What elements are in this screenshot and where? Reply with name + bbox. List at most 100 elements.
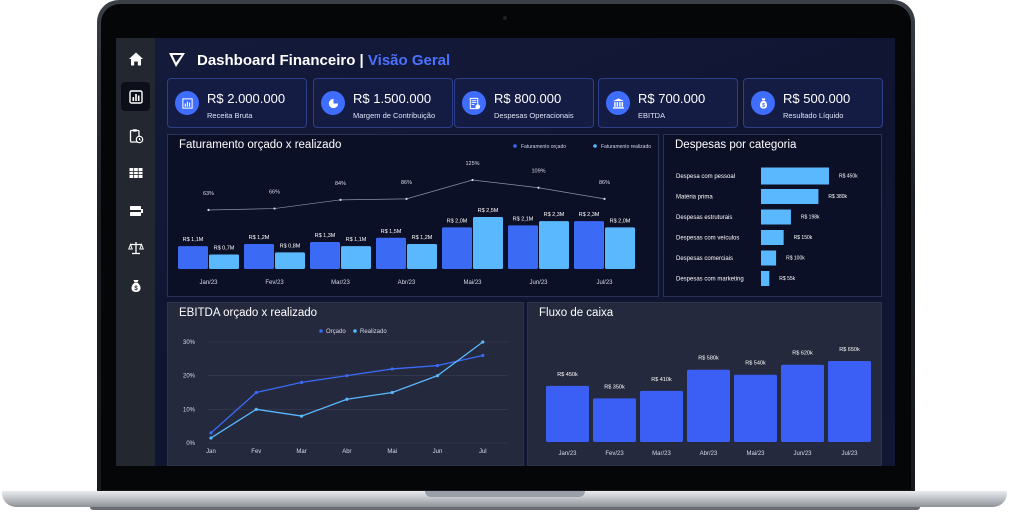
series-line xyxy=(210,341,484,439)
x-tick-label: Mai/23 xyxy=(746,451,765,457)
kpi-card-despesas[interactable]: R$ 800.000 Despesas Operacionais xyxy=(454,78,594,128)
panel-fluxo: Fluxo de caixa R$ 450k Jan/23 R$ 350k Fev/2… xyxy=(527,302,882,466)
nav-finance[interactable]: $ xyxy=(121,271,150,300)
bar-label: R$ 2,0M xyxy=(610,218,631,224)
category-label: Despesas com marketing xyxy=(676,277,744,283)
y-tick-label: 0% xyxy=(186,441,195,447)
x-tick-label: Abr xyxy=(342,449,351,455)
category-label: Despesas com veículos xyxy=(676,236,739,242)
nav-server[interactable] xyxy=(121,196,150,225)
bar-label: R$ 2,3M xyxy=(544,212,565,218)
kpi-label: Despesas Operacionais xyxy=(494,111,574,120)
x-tick-label: Abr/23 xyxy=(398,280,416,286)
cashflow-bar xyxy=(781,364,824,442)
receipt-chart-icon xyxy=(181,97,193,109)
nav-home[interactable] xyxy=(121,44,150,73)
kpi-card-receita[interactable]: R$ 2.000.000 Receita Bruta xyxy=(167,78,307,128)
y-tick-label: 20% xyxy=(183,374,196,380)
panel-title: Fluxo de caixa xyxy=(539,307,614,319)
nav-dashboard[interactable] xyxy=(121,82,150,111)
bar-label: R$ 1,2M xyxy=(412,235,433,241)
bar-label: R$ 198k xyxy=(801,215,820,221)
invoice-icon xyxy=(469,97,480,109)
category-bar xyxy=(761,250,777,266)
despesas-chart: Despesa com pessoal R$ 450k Matéria prima R… xyxy=(676,167,858,286)
kpi-value: R$ 500.000 xyxy=(783,91,851,106)
series-line xyxy=(210,354,483,434)
series-point xyxy=(435,363,440,368)
bar-realizado xyxy=(407,244,437,269)
bar-label: R$ 580k xyxy=(698,356,719,362)
x-tick-label: Jun/23 xyxy=(793,451,812,457)
bar-realizado xyxy=(605,227,635,269)
x-tick-label: Jul/23 xyxy=(841,451,858,457)
title-separator: | xyxy=(359,51,364,69)
pie-chart-icon xyxy=(328,98,338,108)
kpi-label: Receita Bruta xyxy=(207,111,253,120)
kpi-icon-wrap xyxy=(175,91,199,115)
bar-label: R$ 1,1M xyxy=(346,237,367,243)
webcam xyxy=(503,16,507,20)
screen: $ Dashboard Financeiro | Visão Geral R$ … xyxy=(116,38,895,466)
category-label: Despesa com pessoal xyxy=(676,174,735,180)
bar-label: R$ 1,2M xyxy=(249,235,270,241)
cashflow-bar xyxy=(828,361,871,442)
kpi-icon-wrap xyxy=(606,91,630,115)
series-point xyxy=(300,380,304,384)
line-point xyxy=(405,197,408,200)
bank-icon xyxy=(612,97,624,109)
kpi-label: EBITDA xyxy=(638,111,666,120)
x-tick-label: Jul/23 xyxy=(596,280,613,286)
panel-despesas: Despesas por categoria Despesa com pesso… xyxy=(663,134,882,297)
legend-marker xyxy=(513,144,517,148)
kpi-card-ebitda[interactable]: R$ 700.000 EBITDA xyxy=(598,78,738,128)
category-label: Despesas comerciais xyxy=(676,256,733,262)
x-tick-label: Jan/23 xyxy=(558,451,577,457)
kpi-label: Resultado Líquido xyxy=(783,111,844,120)
bar-label: R$ 150k xyxy=(794,235,813,241)
bar-chart-icon xyxy=(128,89,143,104)
sidebar: $ xyxy=(116,38,155,466)
nav-balance[interactable] xyxy=(121,233,150,262)
series-point xyxy=(300,414,304,418)
line-label: 125% xyxy=(465,161,479,167)
cashflow-bar xyxy=(640,390,683,442)
bar-realizado xyxy=(341,246,371,269)
kpi-card-resultado[interactable]: $ R$ 500.000 Resultado Líquido xyxy=(743,78,883,128)
series-point xyxy=(209,436,213,440)
money-bag-icon: $ xyxy=(130,279,141,292)
legend-marker xyxy=(353,329,357,333)
x-tick-label: Fev/23 xyxy=(265,280,284,286)
fluxo-chart: R$ 450k Jan/23 R$ 350k Fev/23 R$ 410k Mar/23 R… xyxy=(546,347,871,457)
x-tick-label: Fev/23 xyxy=(605,451,624,457)
kpi-icon-wrap: $ xyxy=(751,91,775,115)
line-label: 63% xyxy=(203,191,214,197)
nav-table[interactable] xyxy=(121,158,150,187)
series-point xyxy=(254,407,258,411)
bar-label: R$ 350k xyxy=(604,384,625,390)
clipboard-clock-icon xyxy=(129,128,143,143)
panel-title: Faturamento orçado x realizado xyxy=(179,139,342,151)
faturamento-chart: Faturamento orçado Faturamento realizado R… xyxy=(178,144,651,286)
scale-icon xyxy=(127,241,144,254)
kpi-card-margem[interactable]: R$ 1.500.000 Margem de Contribuição xyxy=(313,78,453,128)
bar-realizado xyxy=(275,252,305,269)
x-tick-label: Jun xyxy=(433,449,443,455)
laptop-foot xyxy=(90,507,920,510)
laptop-notch xyxy=(425,491,585,497)
series-point xyxy=(345,374,349,378)
page-subtitle: Visão Geral xyxy=(367,51,451,69)
bar-realizado xyxy=(209,254,239,269)
line-label: 84% xyxy=(335,181,346,187)
nav-schedule[interactable] xyxy=(121,121,150,150)
y-tick-label: 10% xyxy=(183,407,196,413)
x-tick-label: Jan/23 xyxy=(199,280,218,286)
ebitda-chart: Orçado Realizado 0% 10% 20% 30% Jan Fev Mar Abr Ma… xyxy=(183,329,508,455)
category-bar xyxy=(761,209,791,225)
legend-label: Realizado xyxy=(360,329,387,335)
category-bar xyxy=(761,230,784,245)
x-tick-label: Mai xyxy=(387,449,397,455)
page-title: Dashboard Financeiro | Visão Geral xyxy=(197,52,450,69)
line-point xyxy=(207,208,210,212)
kpi-value: R$ 1.500.000 xyxy=(353,91,432,106)
